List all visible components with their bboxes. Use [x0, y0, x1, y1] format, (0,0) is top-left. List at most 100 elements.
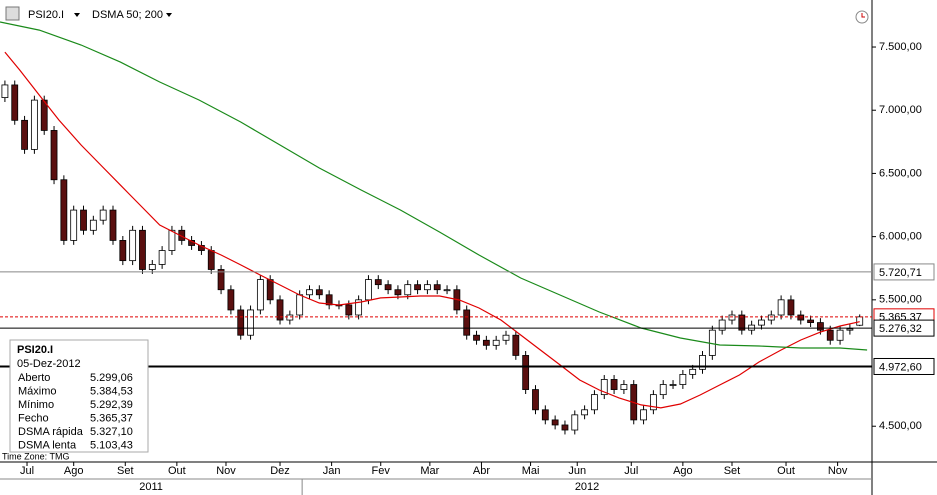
- candle-body: [1, 84, 9, 98]
- y-tick-label: 4.500,00: [879, 420, 922, 432]
- x-tick-label: Jul: [20, 465, 34, 477]
- level-label-box: [873, 263, 935, 281]
- candle-body: [168, 229, 176, 251]
- candle-body: [699, 355, 706, 370]
- candle-body: [610, 379, 618, 390]
- candle-body: [70, 209, 78, 241]
- candle-body: [355, 299, 363, 316]
- candle-body: [99, 209, 107, 221]
- candle-body: [502, 334, 510, 341]
- candle-body: [80, 209, 87, 231]
- level-label: 4.972,60: [879, 361, 922, 373]
- x-tick-label: Mar: [420, 465, 439, 477]
- candle-body: [139, 229, 146, 270]
- candle-body: [817, 322, 824, 331]
- level-label-box: [873, 319, 935, 337]
- info-label: Mínimo: [18, 399, 54, 411]
- info-value: 5.365,37: [90, 412, 133, 424]
- x-tick-label: Set: [724, 465, 741, 477]
- candle-body: [207, 250, 215, 270]
- candle-body: [738, 314, 746, 331]
- candle-body: [306, 289, 313, 296]
- indicator[interactable]: DSMA 50; 200: [92, 9, 163, 21]
- candle-body: [512, 334, 520, 356]
- candle-body: [473, 334, 480, 341]
- candle-body: [89, 219, 97, 231]
- candle-body: [649, 394, 657, 411]
- candle-body: [365, 279, 372, 301]
- symbol-icon[interactable]: [5, 6, 20, 21]
- plot-area: [0, 21, 868, 435]
- x-tick-label: Fev: [372, 465, 391, 477]
- candle-body: [286, 314, 294, 321]
- symbol[interactable]: PSI20.I: [28, 9, 64, 21]
- x-tick-label: Mai: [522, 465, 540, 477]
- candle-body: [522, 355, 530, 390]
- candle-body: [158, 250, 166, 265]
- x-tick-label: Abr: [473, 465, 490, 477]
- candle-body: [345, 304, 353, 316]
- candle-body: [591, 394, 598, 411]
- info-symbol: PSI20.I: [17, 344, 53, 356]
- candle-body: [689, 368, 697, 375]
- candle-body: [807, 319, 814, 323]
- candle-body: [148, 264, 156, 270]
- info-label: DSMA lenta: [18, 439, 77, 451]
- info-date: 05-Dez-2012: [17, 358, 81, 370]
- candle-body: [669, 384, 677, 386]
- candle-body: [600, 379, 608, 396]
- candle-body: [482, 339, 490, 346]
- candle-body: [463, 309, 471, 336]
- candle-body: [551, 419, 559, 426]
- x-tick-label: Dez: [270, 465, 290, 477]
- candle-body: [129, 229, 137, 262]
- x-tick-label: Set: [117, 465, 134, 477]
- candle-body: [836, 329, 844, 341]
- candle-body: [296, 294, 304, 316]
- y-tick-label: 6.500,00: [879, 167, 922, 179]
- candle-body: [659, 384, 667, 396]
- candle-body: [414, 284, 421, 291]
- info-box-frame: [9, 339, 149, 453]
- candle-body: [11, 84, 19, 121]
- x-tick-label: Ago: [673, 465, 693, 477]
- indicator-dropdown[interactable]: [166, 13, 172, 17]
- candle-body: [247, 309, 254, 336]
- y-tick-label: 7.500,00: [879, 41, 922, 53]
- candle-body: [119, 240, 127, 262]
- candle-body: [640, 409, 647, 421]
- level-label: 5.276,32: [879, 323, 922, 335]
- candle-body: [374, 279, 382, 286]
- candle-body: [60, 179, 68, 241]
- info-value: 5.292,39: [90, 399, 133, 411]
- x-tick-label: Jun: [568, 465, 586, 477]
- candle-body: [433, 284, 441, 291]
- level-label-box: [873, 357, 935, 375]
- candle-body: [767, 314, 775, 321]
- level-label: 5.720,71: [879, 267, 922, 279]
- candle-body: [109, 209, 117, 241]
- symbol-dropdown[interactable]: [74, 13, 80, 17]
- candle-body: [394, 289, 402, 296]
- candle-body: [581, 409, 589, 416]
- x-tick-label: Ago: [64, 465, 84, 477]
- info-label: Fecho: [18, 412, 49, 424]
- candle-body: [856, 316, 864, 326]
- candle-body: [30, 99, 38, 150]
- candle-body: [315, 289, 323, 296]
- y-tick-label: 6.000,00: [879, 231, 922, 243]
- candle-body: [384, 284, 392, 291]
- candle-body: [404, 284, 412, 296]
- year-label: 2011: [139, 481, 163, 493]
- x-tick-label: Nov: [216, 465, 236, 477]
- candle-body: [276, 299, 284, 321]
- y-tick-label: 7.000,00: [879, 104, 922, 116]
- moving-average: [0, 21, 868, 351]
- candle-body: [492, 339, 500, 346]
- year-label: 2012: [575, 481, 599, 493]
- clock-hands: [861, 13, 865, 18]
- candle-body: [217, 269, 225, 291]
- candle-body: [325, 294, 333, 306]
